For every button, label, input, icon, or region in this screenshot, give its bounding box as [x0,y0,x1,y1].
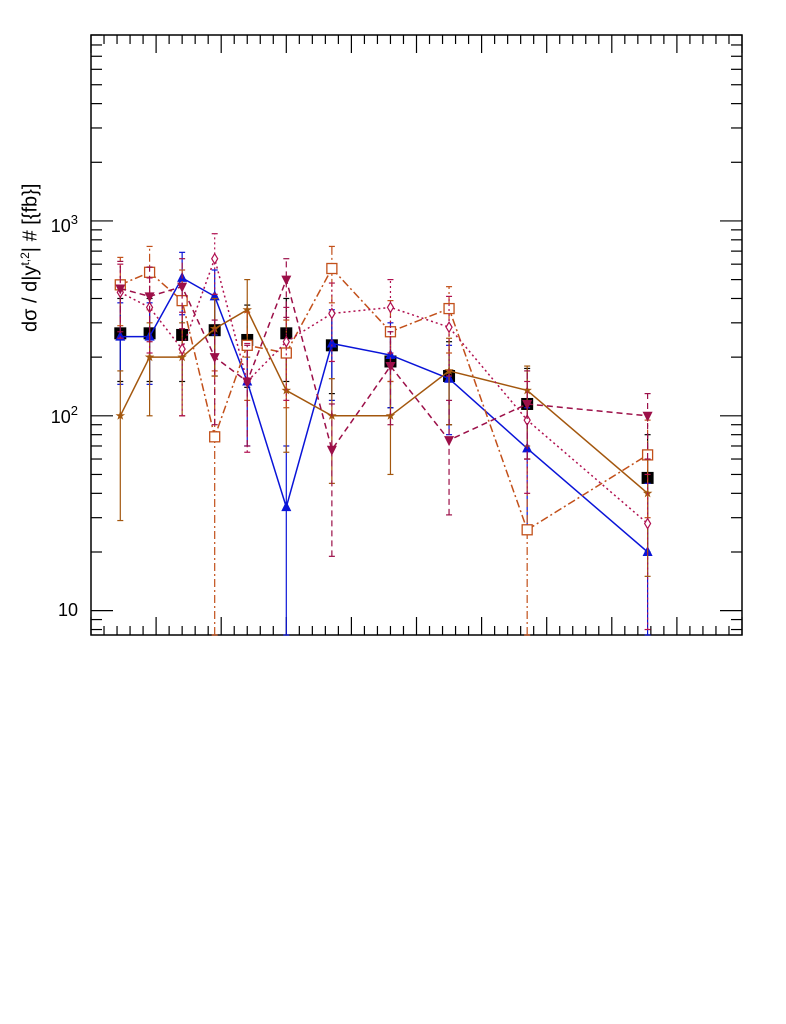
data-point [328,307,336,320]
y-axis-ticks [91,34,742,631]
data-point [177,352,187,362]
data-point [178,342,186,356]
data-point [385,362,396,373]
data-point [326,337,337,348]
data-point [144,352,155,362]
data-point [242,304,252,314]
data-point [642,411,653,422]
series-5-line [120,277,648,452]
plot-frame [90,34,743,636]
data-point [326,445,337,456]
data-point [643,517,652,530]
data-point [209,323,220,333]
series-3 [114,245,654,636]
series-layer [114,233,654,636]
y-tick-label-10: 10 [58,600,78,620]
y-tick-label-100: 102 [51,403,78,427]
y-tick-labels: 10 102 103 [51,212,78,620]
series-2-line [119,308,649,494]
y-axis-label: dσ / d|yt,2| # [{fb}] [18,183,42,332]
data-point [443,302,455,315]
data-point [444,436,455,447]
data-point [209,431,221,443]
data-point [210,252,219,265]
data-point [281,501,292,512]
series-0 [114,295,654,553]
data-point [385,410,396,420]
series-1 [115,251,653,636]
data-point [522,399,533,410]
series-4 [116,233,652,631]
data-point [445,321,453,334]
series-3-line [120,267,648,531]
data-point [282,335,290,348]
data-point [521,524,533,536]
data-point [281,275,292,286]
series-1-line [120,276,649,553]
data-point [280,347,292,359]
x-axis-ticks [90,35,743,635]
data-point [209,353,220,364]
data-point [177,282,188,293]
data-point [280,327,293,340]
y-tick-label-1000: 103 [51,212,78,236]
data-point [522,385,532,395]
data-point [144,292,155,303]
data-point [386,301,395,314]
data-point [326,262,338,275]
series-5 [115,258,653,557]
data-point [242,377,253,388]
data-point [115,284,126,295]
data-point [115,410,126,420]
